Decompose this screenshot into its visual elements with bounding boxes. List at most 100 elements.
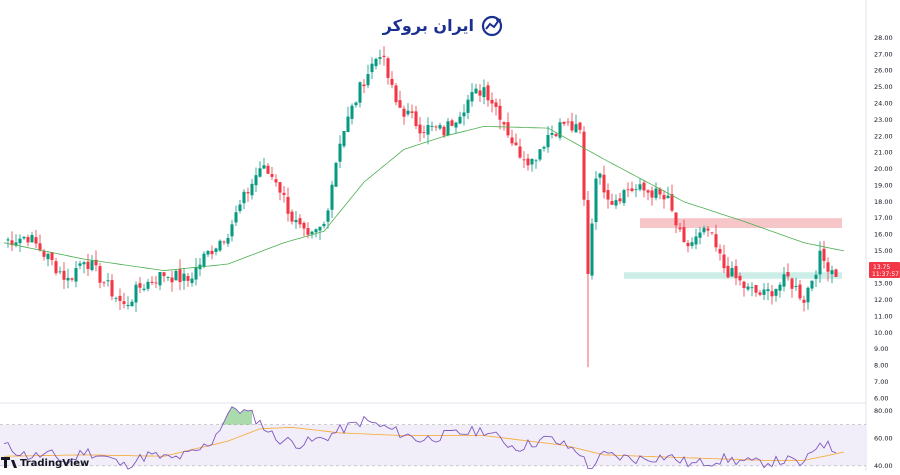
candle	[290, 209, 294, 225]
candle	[246, 187, 250, 202]
price-tick-label: 18.00	[874, 198, 893, 206]
candle	[538, 149, 542, 162]
candle	[638, 178, 642, 192]
rsi-tick-label: 60.00	[874, 434, 893, 442]
candle	[610, 193, 614, 206]
candle	[810, 280, 814, 292]
candle	[582, 125, 586, 207]
candle	[206, 250, 210, 258]
candle	[726, 256, 730, 279]
candle	[498, 98, 502, 130]
rsi-tick-label: 40.00	[874, 462, 893, 470]
candle	[154, 275, 158, 289]
candle	[454, 121, 458, 134]
candle	[566, 118, 570, 127]
price-tick-label: 6.00	[874, 394, 888, 402]
candle	[626, 182, 630, 198]
candle	[830, 265, 834, 284]
candle	[210, 245, 214, 260]
candle	[782, 267, 786, 292]
candle	[686, 240, 690, 253]
price-tick-label: 9.00	[874, 345, 888, 353]
candle	[618, 192, 622, 205]
candle	[530, 158, 534, 172]
candle	[818, 241, 822, 283]
candle	[98, 262, 102, 289]
brand-mark-icon	[481, 15, 503, 37]
candle	[622, 188, 626, 206]
candle	[510, 129, 514, 147]
tradingview-icon	[1, 457, 10, 468]
candle	[162, 272, 166, 283]
candle	[350, 103, 354, 125]
candle	[26, 234, 30, 247]
candle	[150, 276, 154, 286]
tradingview-watermark: TradingView	[1, 457, 89, 469]
candle	[746, 283, 750, 292]
candle	[194, 258, 198, 286]
candle	[446, 117, 450, 137]
candle	[66, 268, 70, 289]
candle	[386, 56, 390, 85]
candle	[382, 46, 386, 66]
rsi-tick-label: 80.00	[874, 407, 893, 415]
candle	[106, 272, 110, 287]
candle	[614, 194, 618, 209]
candle	[570, 112, 574, 133]
candle	[634, 184, 638, 198]
candle	[166, 276, 170, 282]
candle	[158, 272, 162, 291]
price-tick-label: 12.00	[874, 296, 893, 304]
candle	[514, 133, 518, 147]
candle	[218, 239, 222, 252]
candle	[710, 232, 714, 236]
candle	[590, 218, 594, 280]
candle	[470, 83, 474, 107]
candle	[334, 161, 338, 187]
candle	[650, 186, 654, 206]
candle	[682, 219, 686, 243]
candle	[330, 180, 334, 219]
candle	[662, 190, 666, 209]
candle	[602, 165, 606, 199]
candle	[506, 112, 510, 138]
price-tick-label: 8.00	[874, 362, 888, 370]
candle	[78, 260, 82, 270]
rsi-pane	[0, 406, 866, 470]
candle	[142, 284, 146, 292]
candle	[122, 292, 126, 309]
price-badge-value: 13.75	[873, 264, 890, 271]
candle	[806, 286, 810, 310]
candle	[494, 98, 498, 116]
candle	[318, 226, 322, 241]
brand-logo: ایران بروکر	[382, 15, 503, 37]
rsi-axis: 80.00 60.00 40.00	[874, 407, 893, 470]
candle	[90, 255, 94, 272]
candle	[54, 257, 58, 276]
candle	[490, 92, 494, 113]
candle	[666, 186, 670, 199]
candle	[458, 111, 462, 125]
candle	[278, 181, 282, 201]
price-tick-label: 10.00	[874, 329, 893, 337]
candle	[262, 157, 266, 170]
candle	[758, 290, 762, 297]
candle	[410, 104, 414, 119]
price-tick-label: 11.00	[874, 312, 893, 320]
candle	[270, 166, 274, 181]
candle	[258, 161, 262, 178]
candle	[778, 282, 782, 298]
candle	[606, 183, 610, 209]
rsi-ma-line	[3, 426, 845, 461]
tradingview-label: TradingView	[20, 458, 89, 469]
candle	[706, 225, 710, 237]
price-axis: 28.00 27.00 26.00 25.00 24.00 23.00 22.00 21.00…	[874, 34, 893, 402]
candle	[630, 181, 634, 193]
price-tick-label: 20.00	[874, 165, 893, 173]
candle	[398, 90, 402, 108]
candle	[146, 278, 150, 292]
candle	[594, 171, 598, 230]
candle	[586, 191, 590, 368]
candle	[214, 247, 218, 256]
